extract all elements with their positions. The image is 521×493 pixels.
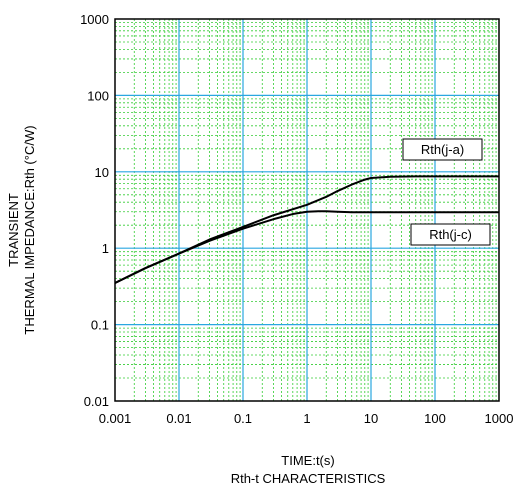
legend-box bbox=[410, 223, 491, 246]
y-tick-label: 0.1 bbox=[91, 318, 109, 333]
series-lines bbox=[114, 175, 499, 284]
plot-frame bbox=[114, 18, 500, 402]
legend-label: Rth(j-c) bbox=[429, 227, 472, 242]
y-tick-label: 0.01 bbox=[84, 394, 109, 409]
y-tick-labels: 0.01 0.1 1 10 100 1000 bbox=[80, 12, 109, 409]
legend-box bbox=[402, 138, 483, 161]
chart-title: Rth-t CHARACTERISTICS bbox=[231, 471, 386, 486]
legend-labels: Rth(j-a) Rth(j-c) bbox=[402, 138, 491, 246]
x-tick-label: 0.01 bbox=[166, 411, 191, 426]
y-axis-label-line2: THERMAL IMPEDANCE:Rth (°C/W) bbox=[22, 125, 37, 334]
x-tick-label: 1000 bbox=[485, 411, 514, 426]
x-axis-label: TIME:t(s) bbox=[281, 453, 334, 468]
x-tick-label: 0.001 bbox=[99, 411, 132, 426]
plot-grid bbox=[115, 19, 499, 401]
y-tick-label: 100 bbox=[87, 88, 109, 103]
x-tick-label: 0.1 bbox=[234, 411, 252, 426]
y-tick-label: 10 bbox=[95, 165, 109, 180]
y-axis-label-line1: TRANSIENT bbox=[6, 193, 21, 267]
series-line-rth-j-c- bbox=[114, 210, 499, 284]
legend-label: Rth(j-a) bbox=[421, 142, 464, 157]
x-tick-label: 100 bbox=[424, 411, 446, 426]
x-tick-labels: 0.001 0.01 0.1 1 10 100 1000 bbox=[99, 411, 514, 426]
x-tick-label: 10 bbox=[364, 411, 378, 426]
y-tick-label: 1 bbox=[102, 241, 109, 256]
y-tick-label: 1000 bbox=[80, 12, 109, 27]
x-tick-label: 1 bbox=[303, 411, 310, 426]
